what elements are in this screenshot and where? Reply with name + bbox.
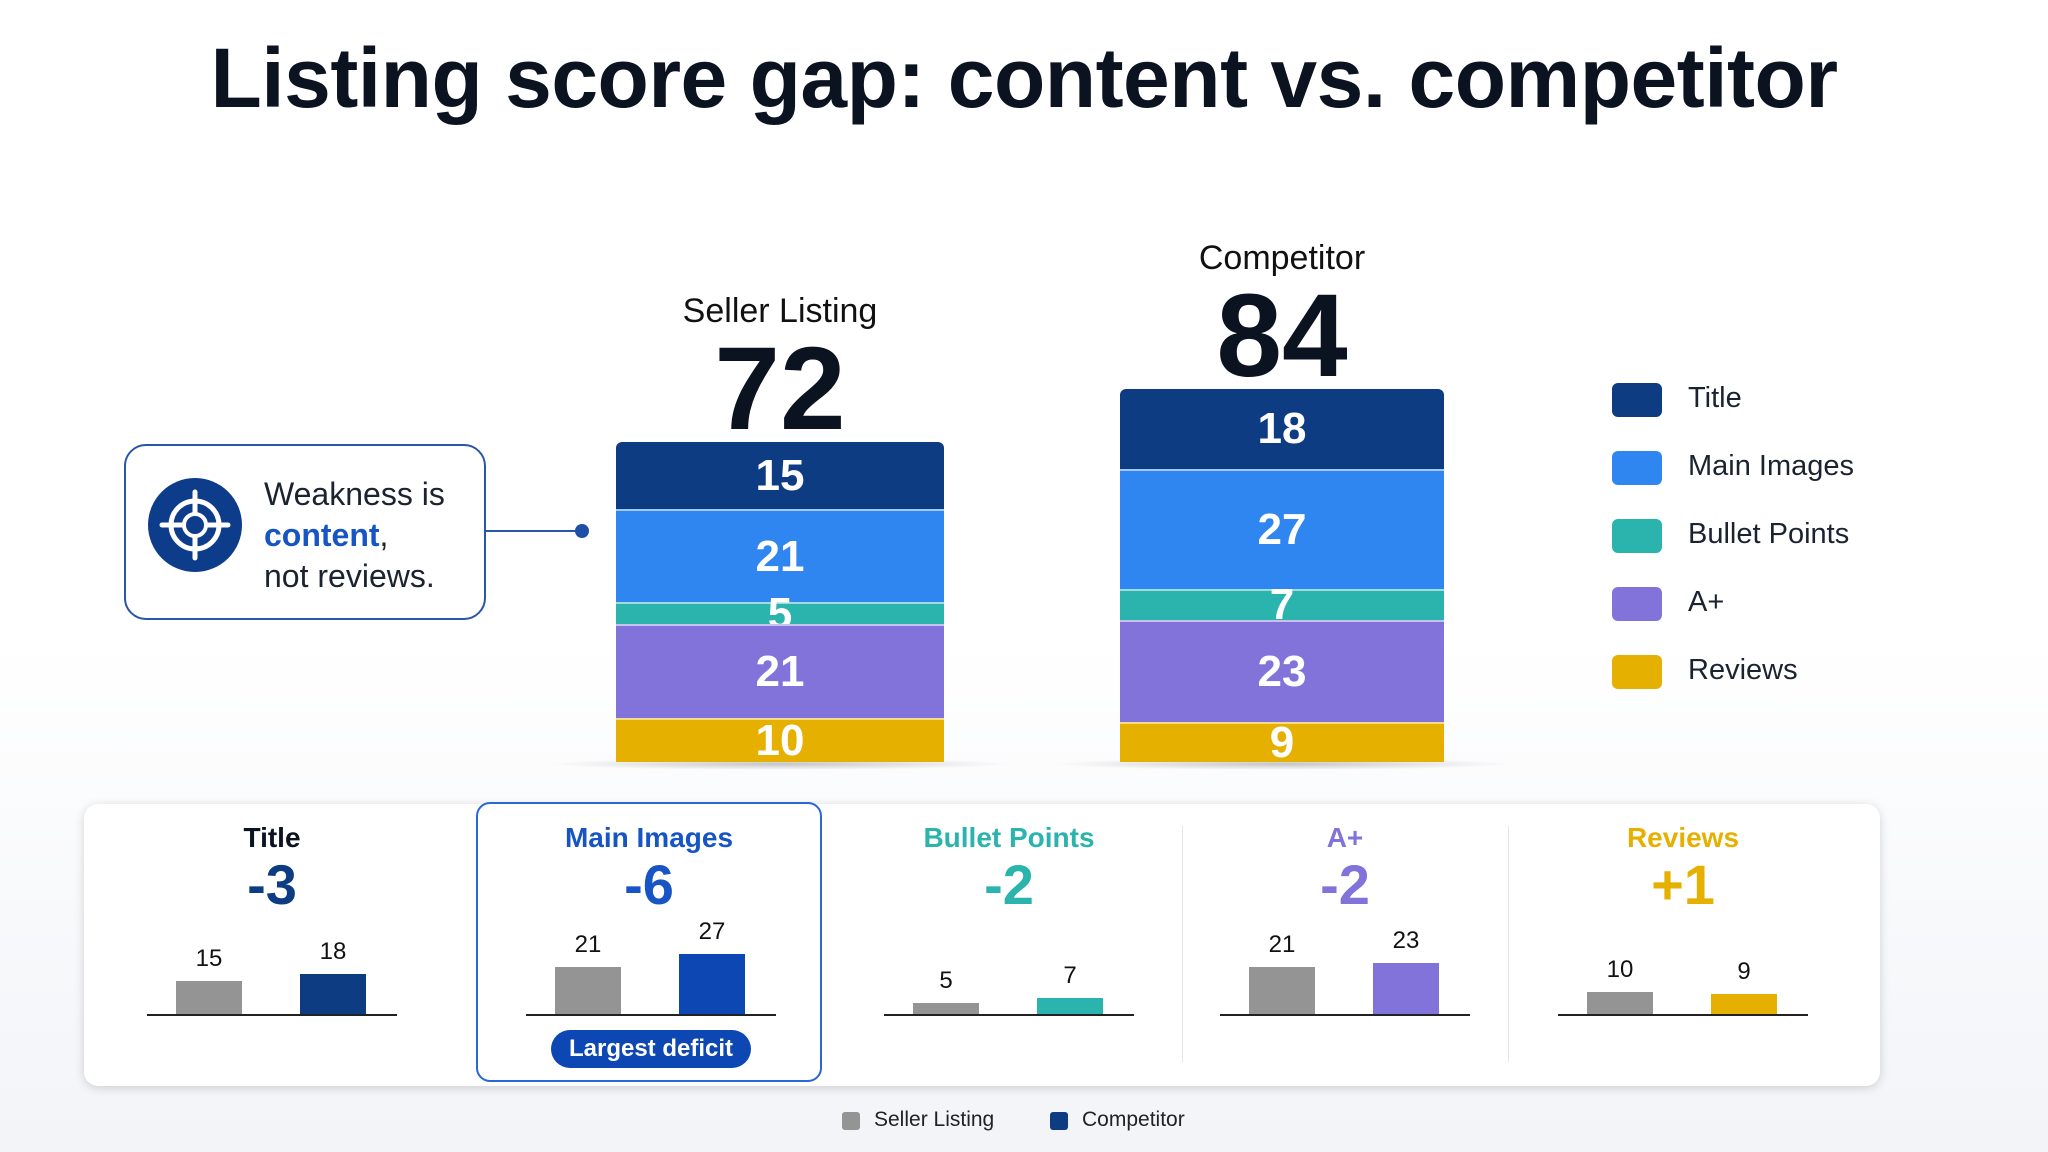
comparison-card-title: Title -3 15 18 bbox=[84, 804, 460, 1086]
legend-swatch-main-images bbox=[1612, 451, 1662, 485]
comparison-card-reviews: Reviews +1 10 9 bbox=[1508, 804, 1858, 1086]
main-images-competitor-bar bbox=[679, 954, 745, 1014]
a-seller-bar bbox=[1249, 967, 1315, 1014]
competitor-segment-bullet-points: 7 bbox=[1120, 580, 1444, 629]
comparison-card-main-images: Main Images -6 21 27 Largest deficit bbox=[476, 802, 822, 1082]
seller-listing-label: Seller Listing bbox=[682, 292, 878, 331]
competitor-segment-main-images: 27 bbox=[1120, 468, 1444, 589]
title-mini-baseline bbox=[147, 1014, 397, 1016]
reviews-card-title: Reviews bbox=[1626, 822, 1740, 853]
panel-divider-1 bbox=[1182, 826, 1183, 1062]
panel-divider-2 bbox=[1508, 826, 1509, 1062]
seller-listing-segment-a: 21 bbox=[616, 624, 944, 718]
callout-highlight: content bbox=[264, 517, 380, 553]
callout-line-1: Weakness is bbox=[264, 476, 445, 512]
legend-label-a: A+ bbox=[1688, 586, 1725, 618]
legend-swatch-title bbox=[1612, 383, 1662, 417]
legend-label-main-images: Main Images bbox=[1688, 450, 1855, 482]
legend-item-title: Title bbox=[1612, 380, 1912, 420]
bullet-points-seller-value: 5 bbox=[939, 966, 953, 994]
competitor-total: 84 bbox=[1216, 270, 1348, 403]
callout-connector-dot bbox=[575, 524, 589, 538]
reviews-competitor-value: 9 bbox=[1737, 958, 1751, 986]
bullet-points-competitor-bar bbox=[1037, 998, 1103, 1014]
crosshair-target-icon bbox=[148, 478, 242, 572]
legend-label-bullet-points: Bullet Points bbox=[1688, 518, 1850, 550]
reviews-competitor-bar bbox=[1711, 994, 1777, 1014]
title-delta: -3 bbox=[247, 853, 297, 916]
competitor-segment-title: 18 bbox=[1120, 389, 1444, 469]
title-card-title: Title bbox=[243, 822, 301, 853]
title-competitor-bar bbox=[300, 974, 366, 1014]
panel-legend-swatch-seller-listing bbox=[842, 1112, 860, 1130]
main-images-mini-baseline bbox=[526, 1014, 776, 1016]
comparison-card-a: A+ -2 21 23 bbox=[1182, 804, 1508, 1086]
panel-legend-label-seller-listing: Seller Listing bbox=[874, 1108, 995, 1131]
callout-comma: , bbox=[379, 517, 389, 553]
bullet-points-competitor-value: 7 bbox=[1063, 962, 1077, 990]
a-competitor-bar bbox=[1373, 962, 1439, 1014]
a-competitor-value: 23 bbox=[1392, 926, 1420, 954]
callout-connector-line bbox=[486, 530, 582, 532]
reviews-seller-bar bbox=[1587, 991, 1653, 1014]
legend-item-main-images: Main Images bbox=[1612, 448, 1912, 488]
competitor-segment-reviews: 9 bbox=[1120, 718, 1444, 767]
weakness-callout: Weakness is content, not reviews. bbox=[124, 444, 486, 620]
callout-text: Weakness is content, not reviews. bbox=[264, 474, 445, 597]
title-seller-bar bbox=[176, 980, 242, 1014]
main-images-card-title: Main Images bbox=[564, 822, 734, 853]
legend-swatch-reviews bbox=[1612, 655, 1662, 689]
largest-deficit-badge: Largest deficit bbox=[551, 1030, 751, 1068]
legend-item-bullet-points: Bullet Points bbox=[1612, 516, 1912, 556]
bullet-points-seller-bar bbox=[913, 1002, 979, 1014]
a-seller-value: 21 bbox=[1268, 931, 1296, 959]
panel-legend-label-competitor: Competitor bbox=[1082, 1108, 1185, 1131]
bullet-points-mini-baseline bbox=[884, 1014, 1134, 1016]
legend-swatch-bullet-points bbox=[1612, 519, 1662, 553]
bullet-points-delta: -2 bbox=[984, 853, 1034, 916]
panel-legend-swatch-competitor bbox=[1050, 1112, 1068, 1130]
a-mini-baseline bbox=[1220, 1014, 1470, 1016]
reviews-delta: +1 bbox=[1651, 853, 1715, 916]
seller-listing-segment-title: 15 bbox=[616, 442, 944, 509]
main-images-competitor-value: 27 bbox=[698, 918, 726, 946]
legend-label-title: Title bbox=[1688, 382, 1742, 414]
legend-item-a: A+ bbox=[1612, 584, 1912, 624]
competitor-segment-a: 23 bbox=[1120, 619, 1444, 723]
main-images-seller-bar bbox=[555, 967, 621, 1014]
bullet-points-card-title: Bullet Points bbox=[923, 822, 1095, 853]
a-card-title: A+ bbox=[1326, 822, 1364, 853]
legend-item-reviews: Reviews bbox=[1612, 652, 1912, 692]
legend-label-reviews: Reviews bbox=[1688, 654, 1798, 686]
page-title: Listing score gap: content vs. competito… bbox=[210, 31, 1838, 125]
reviews-mini-baseline bbox=[1558, 1014, 1808, 1016]
category-comparison-panel: Title -3 15 18 Main Images -6 21 27 Largest defi… bbox=[84, 802, 1880, 1086]
seller-listing-total: 72 bbox=[714, 323, 846, 456]
callout-line-3: not reviews. bbox=[264, 558, 435, 594]
competitor-label: Competitor bbox=[1198, 239, 1366, 278]
seller-listing-segment-main-images: 21 bbox=[616, 508, 944, 603]
main-images-seller-value: 21 bbox=[574, 931, 602, 959]
reviews-seller-value: 10 bbox=[1606, 955, 1634, 983]
seller-listing-stacked-bar: 15 21 5 21 10 bbox=[616, 442, 944, 765]
a-delta: -2 bbox=[1320, 853, 1370, 916]
seller-listing-segment-bullet-points: 5 bbox=[616, 589, 944, 638]
comparison-card-bullet-points: Bullet Points -2 5 7 bbox=[836, 804, 1182, 1086]
title-seller-value: 15 bbox=[195, 944, 223, 972]
title-competitor-value: 18 bbox=[319, 938, 347, 966]
main-images-delta: -6 bbox=[624, 853, 674, 916]
legend-swatch-a bbox=[1612, 587, 1662, 621]
competitor-stacked-bar: 18 27 7 23 9 bbox=[1120, 389, 1444, 767]
seller-listing-segment-reviews: 10 bbox=[616, 716, 944, 765]
